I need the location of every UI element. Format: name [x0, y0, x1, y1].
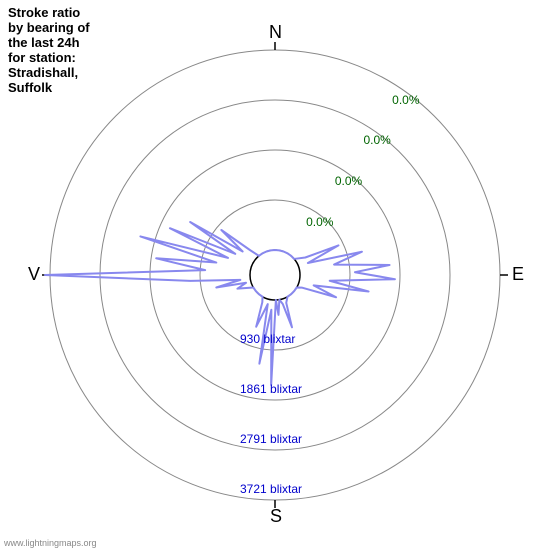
pct-label-ring-4: 0.0%	[392, 93, 419, 107]
compass-e: E	[512, 264, 524, 285]
compass-w: V	[28, 264, 40, 285]
pct-label-ring-2: 0.0%	[335, 174, 362, 188]
value-label-ring-2: 1861 blixtar	[240, 382, 302, 396]
compass-n: N	[269, 22, 282, 43]
polar-chart-svg	[0, 0, 550, 550]
value-label-ring-3: 2791 blixtar	[240, 432, 302, 446]
compass-s: S	[270, 506, 282, 527]
pct-label-ring-1: 0.0%	[306, 215, 333, 229]
pct-label-ring-3: 0.0%	[363, 133, 390, 147]
value-label-ring-1: 930 blixtar	[240, 332, 295, 346]
footer-attribution: www.lightningmaps.org	[4, 538, 97, 548]
value-label-ring-4: 3721 blixtar	[240, 482, 302, 496]
polar-chart-container: Stroke ratio by bearing of the last 24h …	[0, 0, 550, 550]
